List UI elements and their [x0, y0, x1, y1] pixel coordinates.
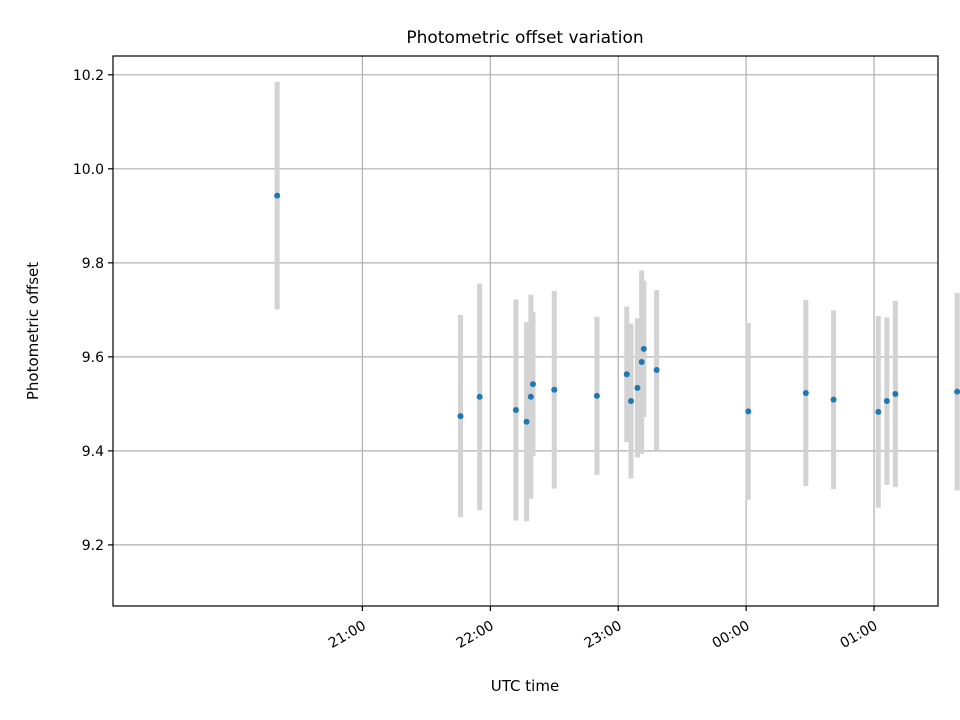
data-point	[628, 398, 635, 405]
data-point	[523, 418, 530, 425]
data-point	[551, 386, 558, 393]
data-point	[883, 398, 890, 405]
grid-lines	[113, 56, 938, 606]
data-point	[512, 406, 519, 413]
data-point	[638, 359, 645, 366]
y-tick-label: 10.2	[73, 68, 104, 84]
data-point	[830, 396, 837, 403]
data-point	[623, 371, 630, 378]
data-point	[476, 393, 483, 400]
chart-title: Photometric offset variation	[406, 28, 643, 48]
y-tick-label: 9.6	[82, 350, 104, 366]
y-tick-label: 9.8	[82, 256, 104, 272]
plot-area: 21:00 22:00 23:00 00:00 01:00 9.29.49.69.810…	[73, 55, 960, 652]
data-point	[954, 388, 960, 395]
data-point	[529, 381, 536, 388]
data-point	[634, 384, 641, 391]
data-point	[745, 408, 752, 415]
data-point	[274, 192, 281, 199]
data-point	[802, 390, 809, 397]
data-points	[274, 192, 960, 425]
y-tick-label: 10.0	[73, 162, 104, 178]
data-point	[593, 392, 600, 399]
y-axis-ticks: 9.2 9.4 9.6 9.8 10.0 10.2	[73, 68, 113, 554]
y-axis-label: Photometric offset	[24, 262, 42, 400]
y-tick-label: 9.4	[82, 444, 104, 460]
plot-frame	[112, 55, 939, 607]
data-point	[640, 345, 647, 352]
data-point	[892, 390, 899, 397]
data-point	[457, 413, 464, 420]
x-axis-label: UTC time	[491, 677, 559, 695]
y-tick-label: 9.2	[82, 538, 104, 554]
data-point	[653, 367, 660, 374]
data-point	[875, 408, 882, 415]
data-point	[527, 393, 534, 400]
